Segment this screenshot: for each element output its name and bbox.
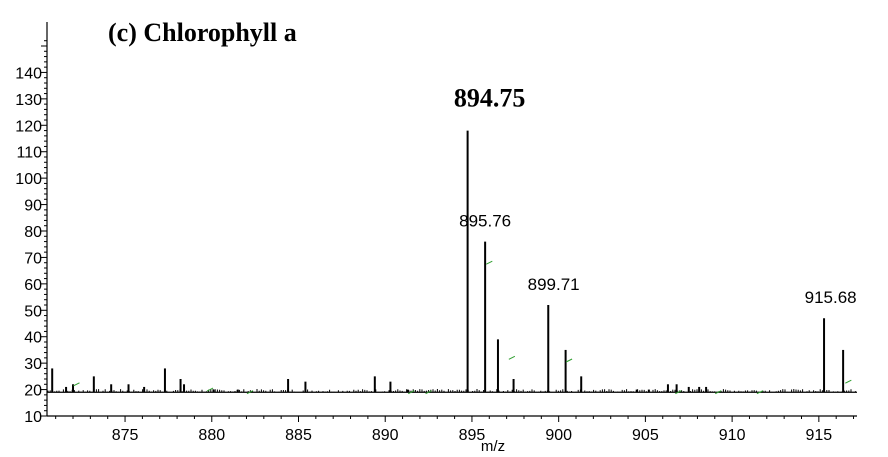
centroid-mark — [565, 358, 573, 363]
y-tick-label: 20 — [24, 383, 42, 400]
centroid-mark — [508, 355, 516, 360]
y-tick-label: 80 — [24, 224, 42, 241]
centroid-mark — [845, 379, 852, 384]
x-tick-label: 885 — [285, 427, 312, 444]
y-tick-label: 70 — [24, 250, 42, 267]
x-tick-label: 910 — [719, 427, 746, 444]
y-tick-label: 60 — [24, 277, 42, 294]
centroid-mark — [486, 260, 493, 265]
x-axis-title: m/z — [481, 438, 505, 455]
main-peak-label: 894.75 — [454, 84, 526, 113]
x-tick-label: 875 — [112, 427, 139, 444]
y-tick-label: 50 — [24, 303, 42, 320]
y-tick-label: 140 — [15, 65, 42, 82]
centroid-mark — [425, 390, 432, 395]
x-tick-label: 905 — [632, 427, 659, 444]
axes: 10 20 30 40 50 60 70 80 90 100 110 120 130 140 875 880 8… — [15, 22, 857, 444]
y-tick-label: 100 — [15, 171, 42, 188]
centroid-mark — [715, 390, 722, 395]
y-tick-label: 130 — [15, 92, 42, 109]
y-tick-label: 40 — [24, 330, 42, 347]
x-tick-label: 895 — [459, 427, 486, 444]
chart-title: (c) Chlorophyll a — [108, 18, 297, 47]
y-tick-label: 90 — [24, 198, 42, 215]
labels: 894.75 895.76 899.71 915.68 — [454, 84, 857, 308]
y-tick-label: 10 — [24, 409, 42, 426]
centroid-mark — [246, 390, 254, 395]
y-tick-label: 30 — [24, 356, 42, 373]
centroid-mark — [756, 390, 764, 395]
x-tick-label: 890 — [372, 427, 399, 444]
y-tick-label: 120 — [15, 118, 42, 135]
y-tick-label: 110 — [16, 145, 42, 162]
x-tick-label: 900 — [545, 427, 572, 444]
x-tick-label: 880 — [198, 427, 225, 444]
peak-label: 895.76 — [459, 212, 511, 231]
centroid-mark — [408, 390, 415, 395]
peak-label: 899.71 — [528, 275, 580, 294]
centroid-mark — [206, 387, 214, 392]
centroid-mark — [675, 390, 682, 395]
x-tick-label: 915 — [805, 427, 832, 444]
plot-area — [47, 130, 857, 395]
peak-label: 915.68 — [805, 288, 857, 307]
centroid-mark — [73, 382, 80, 387]
